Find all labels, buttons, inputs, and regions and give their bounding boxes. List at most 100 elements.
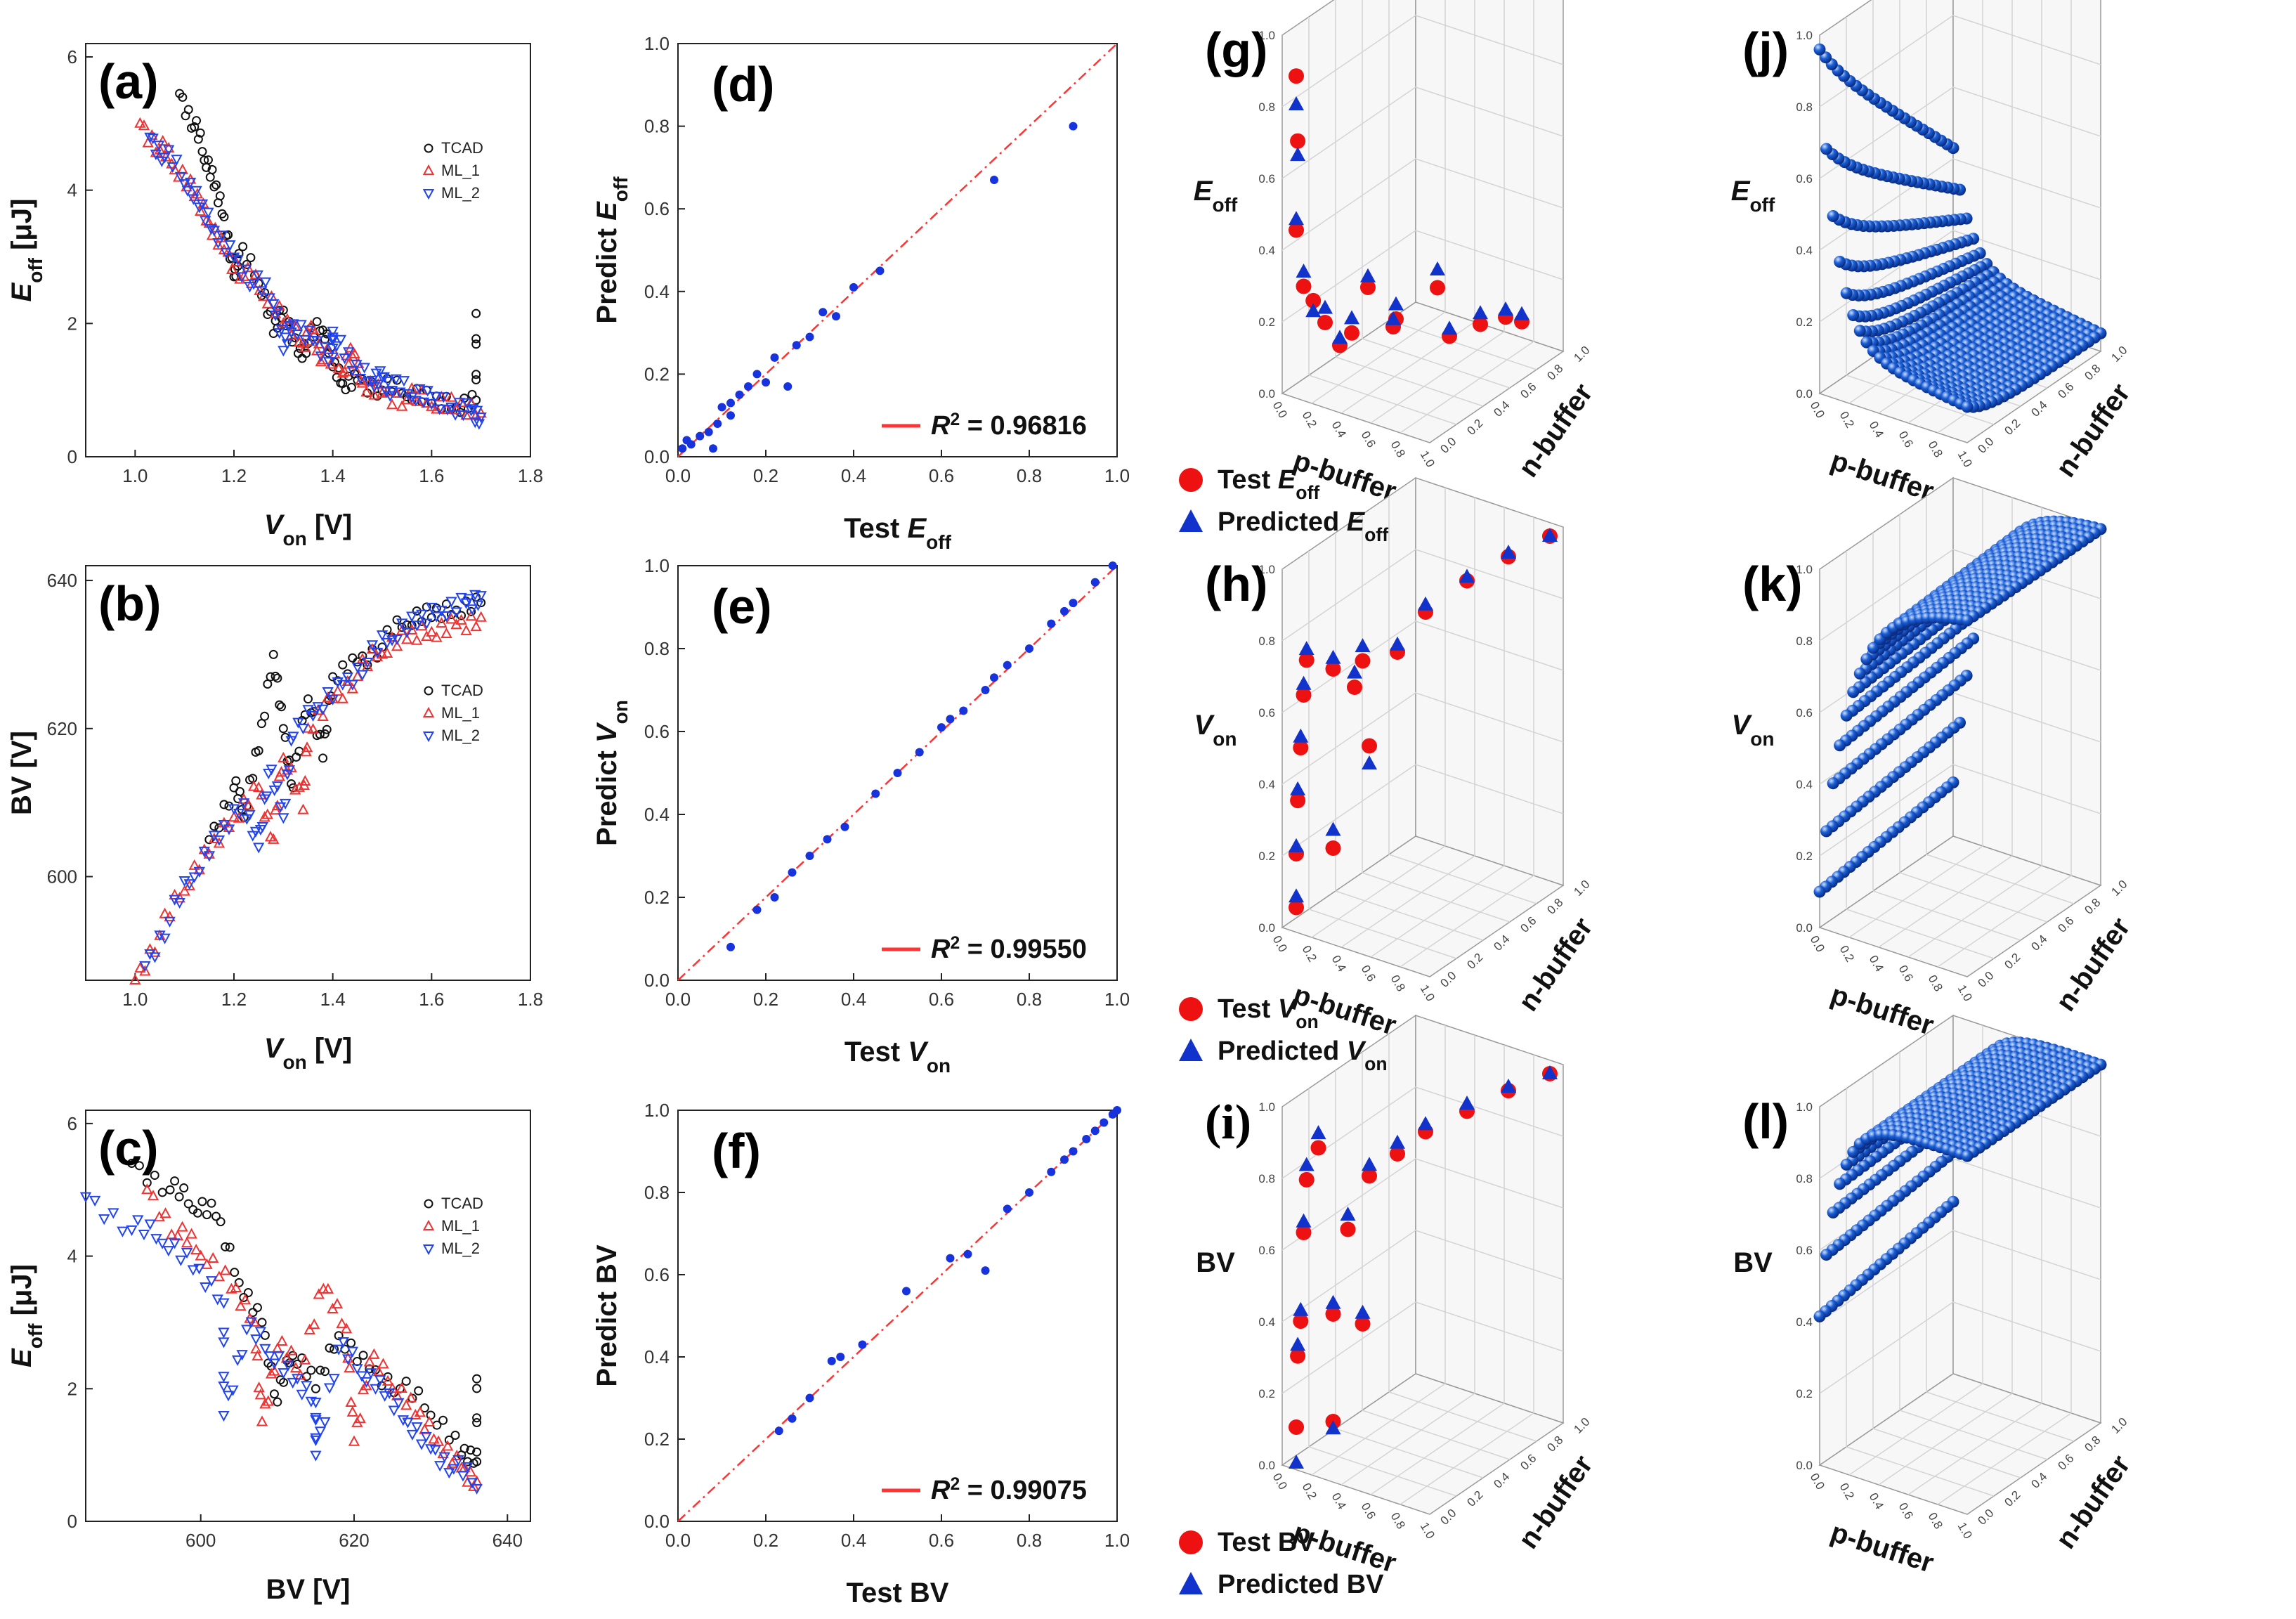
legend-marker [422,732,435,743]
data-point [858,1340,867,1349]
data-point [183,105,193,115]
data-point [141,1183,153,1195]
x-tick-label: 0.0 [1808,399,1827,420]
data-point [744,382,752,391]
x-axis-title-part: E [907,513,927,544]
y-tick-label: 0.6 [1518,914,1539,935]
data-point [223,824,235,835]
data-point [1289,888,1304,903]
panel-k: 0.00.20.40.60.81.00.0 0.2 0.4 0.6 0.8 1.00.00… [1732,476,2137,1041]
data-point [223,821,235,832]
surface-sphere [1840,287,1853,299]
x-tick-label: 1.0 [1104,989,1130,1010]
data-point [279,798,292,810]
data-point [310,1412,322,1424]
data-point [301,741,313,753]
panel-label: (j) [1742,22,1789,77]
data-point [332,1344,345,1355]
surface-sphere [1813,1310,1826,1322]
data-point [270,671,280,681]
y-axis-title: Eoff [μJ] [6,199,46,302]
data-point [1293,728,1309,743]
z-tick-label: 0.8 [1796,635,1813,648]
x-tick-label: 640 [493,1530,523,1551]
x-tick-label: 0.6 [1896,963,1916,984]
y-tick-label: 0.6 [1518,380,1539,401]
data-point [1390,636,1405,651]
panel-label: (e) [712,579,772,634]
legend-label-part: Predicted [1218,1036,1347,1066]
data-point [1355,638,1371,653]
data-point [242,799,255,810]
data-point [281,339,294,350]
data-point [361,657,374,669]
data-point [356,1371,368,1382]
data-point [282,1360,294,1372]
data-point [217,209,227,219]
surface-sphere [1860,336,1873,349]
surface-sphere [1827,777,1839,790]
r2-label: R2 = 0.96816 [931,410,1087,441]
data-point [273,1351,285,1362]
data-point [238,242,248,252]
grid-line [1899,872,2048,923]
data-point [345,1396,357,1407]
x-axis-title: p-buffer [1827,979,1937,1041]
data-point [332,677,344,689]
z-tick-label: 0.4 [1796,244,1813,257]
y-axis-title: Eoff [μJ] [6,1264,46,1367]
data-point [713,419,722,428]
data-point [336,378,346,388]
y-tick-label: 0.2 [2002,951,2023,972]
data-point [195,128,205,138]
data-point [256,286,268,297]
z-tick-label: 0.0 [1258,387,1275,401]
z-tick-label: 0.0 [1258,1459,1275,1472]
x-tick-label: 0.6 [1896,1500,1916,1521]
data-point [299,774,311,786]
data-point [1542,1065,1558,1079]
x-tick-label: 0.0 [665,1530,691,1551]
data-point [209,182,219,192]
data-point [762,378,770,387]
data-point [371,647,384,659]
data-point [344,1362,356,1373]
data-point [472,1374,482,1384]
data-point [271,799,284,811]
data-point [152,141,165,152]
plot-frame [85,1110,531,1522]
data-point [1355,653,1371,669]
data-point [1305,292,1322,308]
data-point [173,171,185,182]
data-point [268,299,280,310]
data-point [400,628,413,639]
z-tick-label: 1.0 [1796,563,1813,576]
y-axis-title-part: off [25,1323,46,1348]
legend-marker [422,706,435,717]
grid-line [1335,890,1484,941]
data-point [386,386,398,397]
data-point [1298,1157,1315,1171]
data-point [893,769,902,777]
y-axis-title-part: [μJ] [6,1264,37,1323]
data-point [351,360,363,371]
data-point [426,602,438,613]
data-point [174,1192,184,1202]
data-point [1362,1157,1377,1171]
data-point [176,1221,188,1232]
back-wall-right [1415,1014,1564,1424]
data-point [219,800,229,810]
data-point [365,1368,377,1379]
z-tick-label: 0.2 [1258,316,1275,329]
data-point [832,312,840,321]
data-point [328,672,338,682]
r2-label-part: R [931,411,951,441]
data-point [322,357,335,368]
data-point [358,363,370,374]
data-point [461,398,474,409]
data-point [188,194,200,205]
grid-line [1400,1412,1534,1505]
legend: TCAD ML_1 ML_2 [422,139,483,202]
data-point [805,332,814,342]
data-point [450,1430,460,1440]
